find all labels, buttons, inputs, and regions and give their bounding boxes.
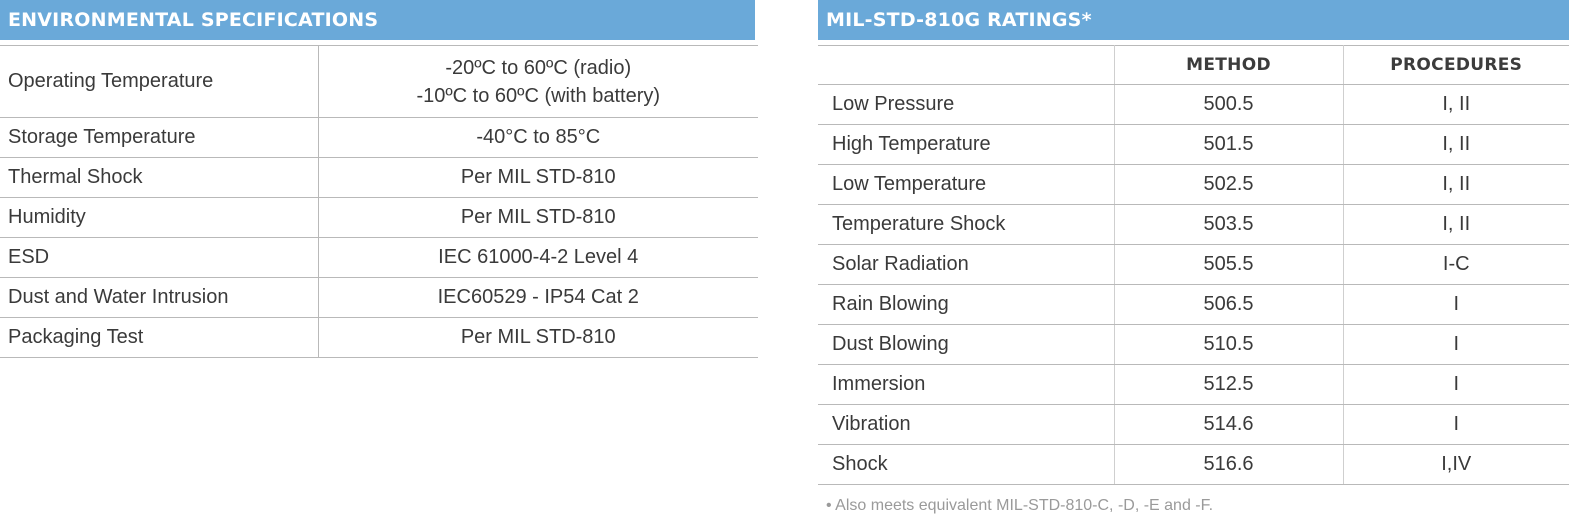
table-row: Low Pressure 500.5 I, II — [818, 84, 1569, 125]
table-row: Low Temperature 502.5 I, II — [818, 164, 1569, 205]
method-value: 502.5 — [1114, 164, 1344, 205]
method-value: 503.5 — [1114, 204, 1344, 245]
test-name: High Temperature — [818, 124, 1115, 165]
table-header-row: METHOD PROCEDURES — [818, 45, 1569, 85]
procedures-value: I, II — [1343, 204, 1569, 245]
procedures-value: I — [1343, 364, 1569, 405]
method-value: 501.5 — [1114, 124, 1344, 165]
procedures-value: I,IV — [1343, 444, 1569, 485]
spec-value-line: -20ºC to 60ºC (radio) — [445, 56, 632, 79]
environmental-specifications-panel: ENVIRONMENTAL SPECIFICATIONS Operating T… — [0, 0, 758, 358]
method-value: 514.6 — [1114, 404, 1344, 445]
header-blank — [818, 45, 1115, 85]
table-row: Temperature Shock 503.5 I, II — [818, 204, 1569, 245]
spec-value: -20ºC to 60ºC (radio) -10ºC to 60ºC (wit… — [318, 45, 758, 118]
header-procedures: PROCEDURES — [1343, 45, 1569, 85]
environmental-specifications-title: ENVIRONMENTAL SPECIFICATIONS — [0, 0, 755, 40]
spec-value: Per MIL STD-810 — [318, 317, 758, 358]
table-row: Immersion 512.5 I — [818, 364, 1569, 405]
spec-label: Operating Temperature — [0, 45, 319, 118]
test-name: Low Pressure — [818, 84, 1115, 125]
test-name: Temperature Shock — [818, 204, 1115, 245]
spec-label: ESD — [0, 237, 319, 278]
test-name: Immersion — [818, 364, 1115, 405]
spec-value: Per MIL STD-810 — [318, 157, 758, 198]
procedures-value: I — [1343, 284, 1569, 325]
environmental-specifications-table: Operating Temperature -20ºC to 60ºC (rad… — [0, 45, 758, 358]
table-row: Dust Blowing 510.5 I — [818, 324, 1569, 365]
spec-value: IEC60529 - IP54 Cat 2 — [318, 277, 758, 318]
table-row: Rain Blowing 506.5 I — [818, 284, 1569, 325]
table-row: ESD IEC 61000-4-2 Level 4 — [0, 237, 758, 278]
table-row: Thermal Shock Per MIL STD-810 — [0, 157, 758, 198]
spec-label: Storage Temperature — [0, 117, 319, 158]
table-row: Solar Radiation 505.5 I-C — [818, 244, 1569, 285]
spec-value: IEC 61000-4-2 Level 4 — [318, 237, 758, 278]
test-name: Low Temperature — [818, 164, 1115, 205]
footnote: • Also meets equivalent MIL-STD-810-C, -… — [826, 497, 1214, 514]
table-row: Packaging Test Per MIL STD-810 — [0, 317, 758, 358]
procedures-value: I-C — [1343, 244, 1569, 285]
mil-std-ratings-panel: MIL-STD-810G RATINGS* METHOD PROCEDURES … — [818, 0, 1569, 485]
method-value: 506.5 — [1114, 284, 1344, 325]
method-value: 500.5 — [1114, 84, 1344, 125]
mil-std-ratings-title: MIL-STD-810G RATINGS* — [818, 0, 1569, 40]
spec-value: -40°C to 85°C — [318, 117, 758, 158]
table-row: Humidity Per MIL STD-810 — [0, 197, 758, 238]
procedures-value: I — [1343, 404, 1569, 445]
method-value: 516.6 — [1114, 444, 1344, 485]
procedures-value: I, II — [1343, 164, 1569, 205]
header-method: METHOD — [1114, 45, 1344, 85]
test-name: Vibration — [818, 404, 1115, 445]
spec-label: Packaging Test — [0, 317, 319, 358]
procedures-value: I, II — [1343, 84, 1569, 125]
table-row: Operating Temperature -20ºC to 60ºC (rad… — [0, 45, 758, 118]
spec-label: Humidity — [0, 197, 319, 238]
spec-label: Dust and Water Intrusion — [0, 277, 319, 318]
table-row: Shock 516.6 I,IV — [818, 444, 1569, 485]
procedures-value: I — [1343, 324, 1569, 365]
mil-std-ratings-table: METHOD PROCEDURES Low Pressure 500.5 I, II… — [818, 45, 1569, 485]
table-row: Vibration 514.6 I — [818, 404, 1569, 445]
spec-value: Per MIL STD-810 — [318, 197, 758, 238]
test-name: Rain Blowing — [818, 284, 1115, 325]
method-value: 512.5 — [1114, 364, 1344, 405]
method-value: 505.5 — [1114, 244, 1344, 285]
table-row: High Temperature 501.5 I, II — [818, 124, 1569, 165]
table-row: Dust and Water Intrusion IEC60529 - IP54… — [0, 277, 758, 318]
procedures-value: I, II — [1343, 124, 1569, 165]
test-name: Solar Radiation — [818, 244, 1115, 285]
spec-label: Thermal Shock — [0, 157, 319, 198]
test-name: Shock — [818, 444, 1115, 485]
test-name: Dust Blowing — [818, 324, 1115, 365]
method-value: 510.5 — [1114, 324, 1344, 365]
table-row: Storage Temperature -40°C to 85°C — [0, 117, 758, 158]
spec-value-line: -10ºC to 60ºC (with battery) — [416, 84, 661, 107]
